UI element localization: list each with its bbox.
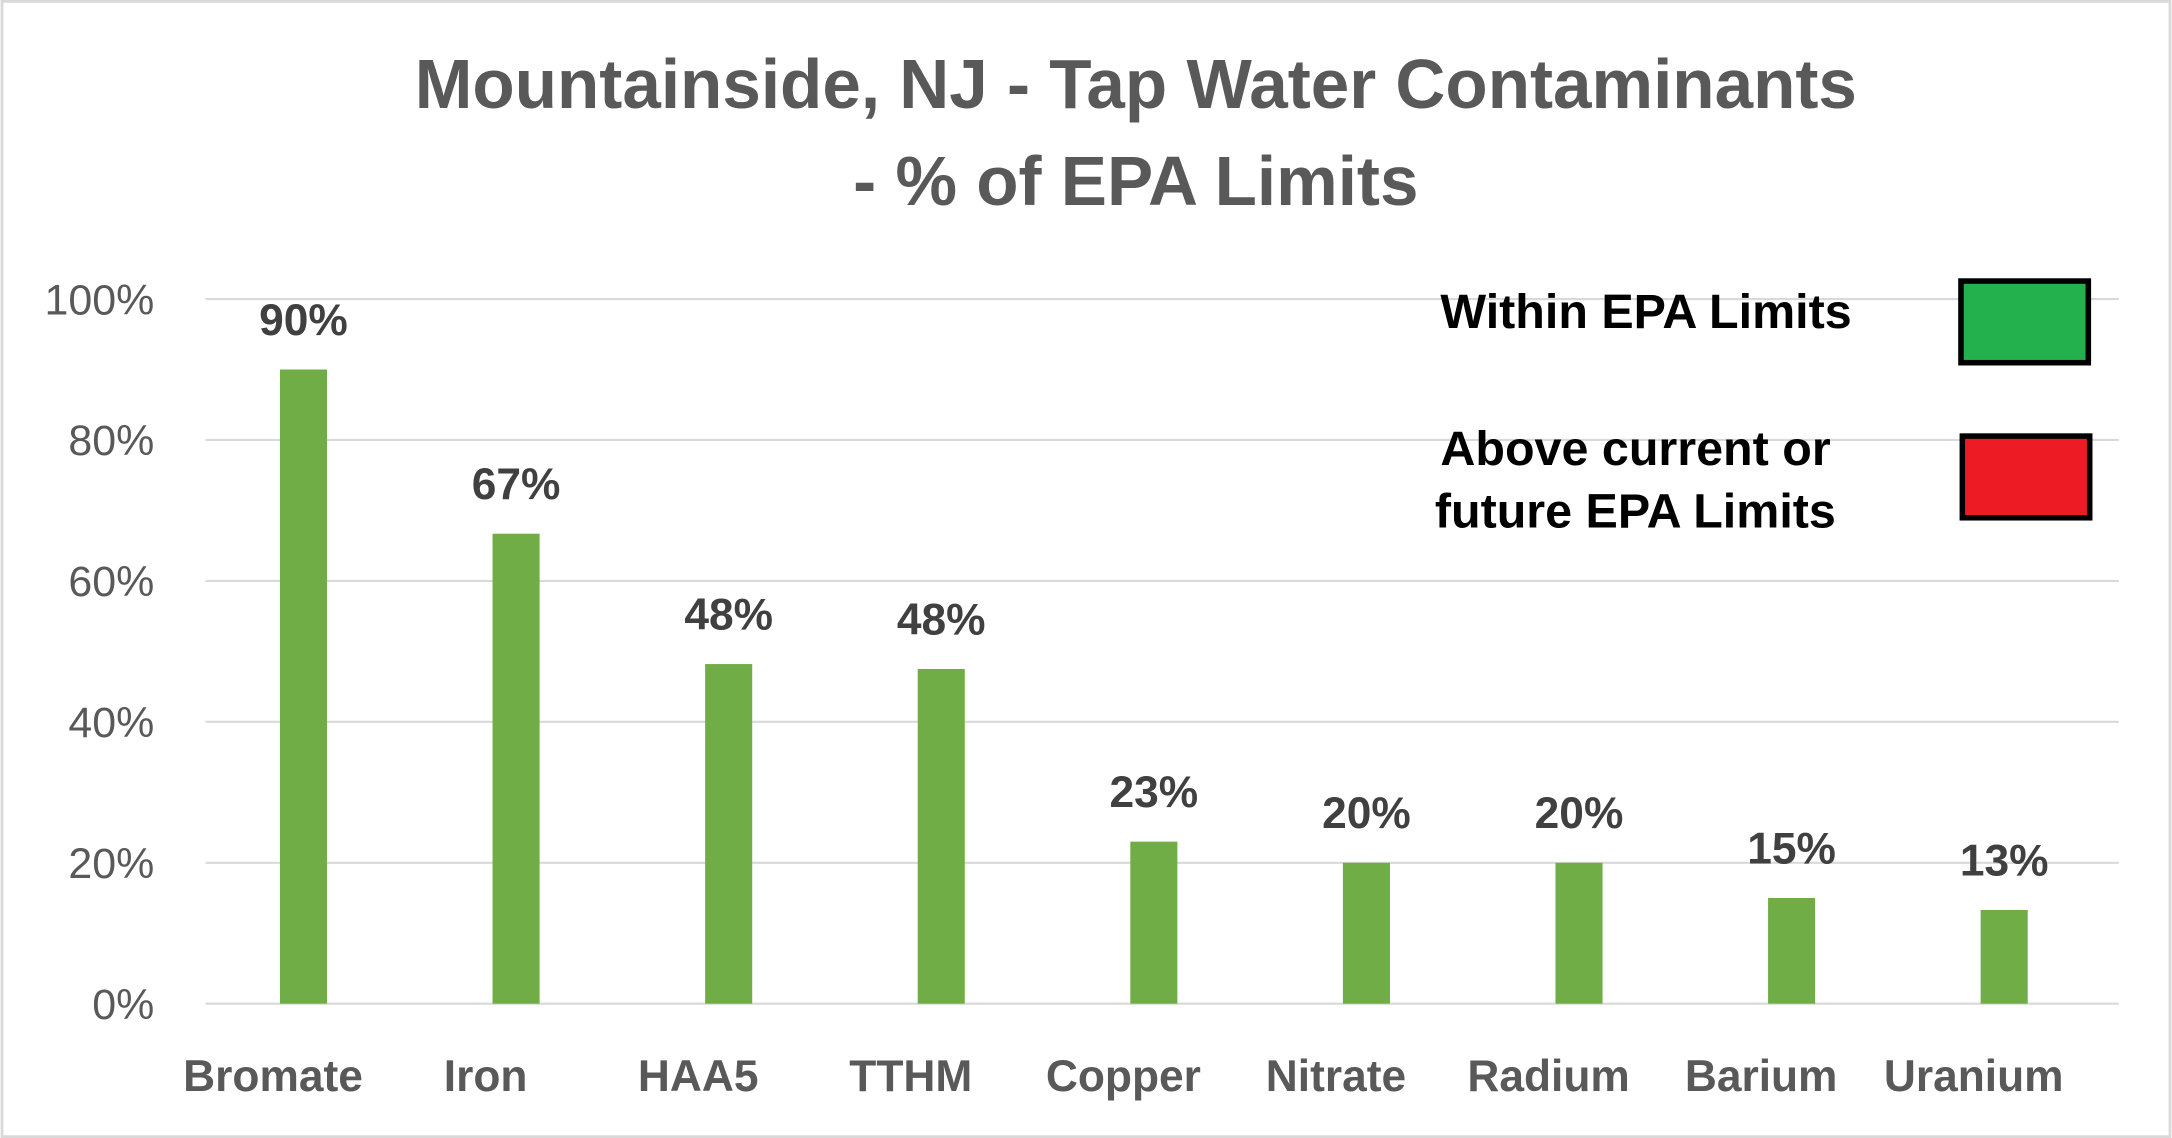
bar-tthm bbox=[917, 668, 965, 1004]
data-label: 20% bbox=[1535, 789, 1624, 838]
legend-swatch-within bbox=[1958, 278, 2092, 366]
legend: Within EPA Limits Above current or futur… bbox=[1435, 278, 2093, 538]
x-tick-label: Barium bbox=[1685, 1052, 1838, 1101]
legend-swatch-above bbox=[1959, 433, 2093, 521]
bar-barium bbox=[1768, 898, 1816, 1004]
x-tick-label: Radium bbox=[1467, 1052, 1629, 1101]
bar-copper bbox=[1130, 841, 1178, 1004]
legend-label-above-line-2: future EPA Limits bbox=[1435, 484, 1836, 538]
data-label: 67% bbox=[472, 460, 561, 509]
data-label: 23% bbox=[1110, 768, 1199, 817]
chart-title-line-1: Mountainside, NJ - Tap Water Contaminant… bbox=[415, 45, 1857, 123]
legend-label-within: Within EPA Limits bbox=[1440, 285, 1851, 339]
x-tick-label: Uranium bbox=[1884, 1052, 2064, 1101]
y-tick-label: 60% bbox=[68, 558, 154, 606]
y-tick-label: 100% bbox=[45, 276, 155, 324]
data-label: 15% bbox=[1747, 824, 1836, 873]
bar-uranium bbox=[1980, 909, 2028, 1004]
x-tick-label: Nitrate bbox=[1266, 1052, 1406, 1101]
bar-radium bbox=[1555, 862, 1603, 1004]
bar-haa5 bbox=[705, 664, 753, 1004]
y-tick-label: 20% bbox=[68, 840, 154, 888]
x-tick-label: TTHM bbox=[849, 1052, 972, 1101]
data-label: 48% bbox=[897, 595, 986, 644]
data-label: 20% bbox=[1322, 789, 1411, 838]
y-tick-label: 0% bbox=[92, 981, 154, 1029]
x-tick-label: Iron bbox=[444, 1052, 528, 1101]
y-tick-label: 80% bbox=[68, 417, 154, 465]
bar-iron bbox=[492, 533, 540, 1004]
legend-label-above-line-1: Above current or bbox=[1440, 422, 1830, 476]
bar-nitrate bbox=[1342, 862, 1390, 1004]
chart-title-line-2: - % of EPA Limits bbox=[853, 142, 1418, 220]
bar-bromate bbox=[279, 369, 328, 1004]
data-label: 48% bbox=[684, 590, 773, 639]
y-tick-label: 40% bbox=[68, 699, 154, 747]
x-tick-label: HAA5 bbox=[638, 1052, 759, 1101]
data-label: 90% bbox=[259, 296, 348, 345]
data-label: 13% bbox=[1960, 836, 2049, 885]
x-tick-label: Copper bbox=[1046, 1052, 1201, 1101]
x-tick-label: Bromate bbox=[183, 1052, 363, 1101]
